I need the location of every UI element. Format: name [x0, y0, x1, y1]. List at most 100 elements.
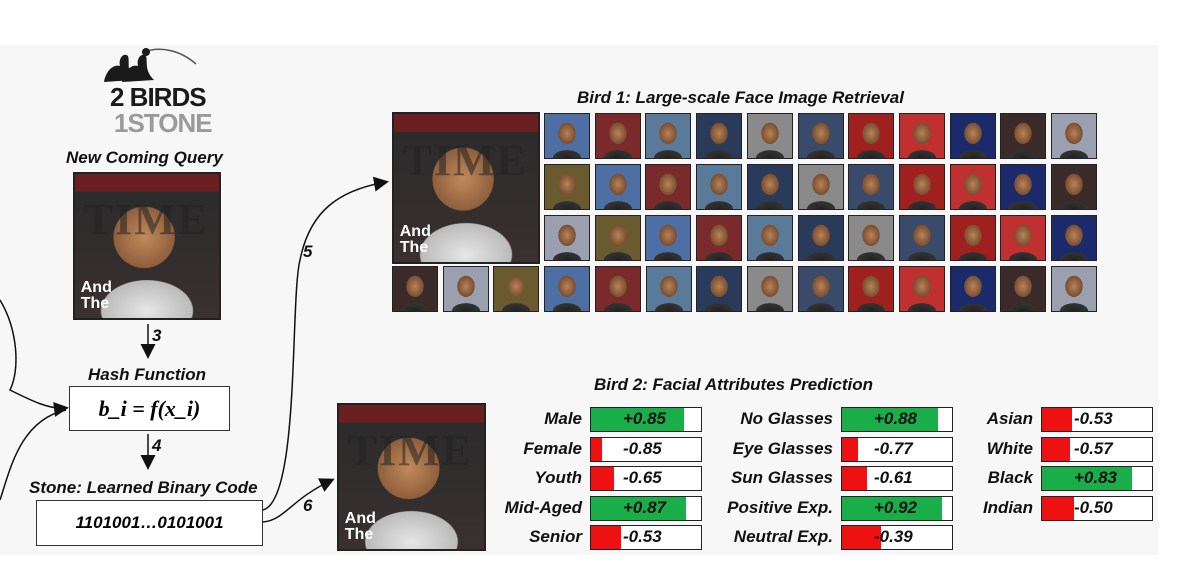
- attribute-score-value: -0.39: [874, 527, 913, 546]
- attribute-score-value: -0.65: [623, 468, 662, 487]
- attribute-score-bar: -0.53: [590, 525, 702, 550]
- attribute-label: Positive Exp.: [727, 497, 833, 517]
- retrieved-face-thumbnail: [594, 164, 641, 210]
- attribute-score-value: -0.77: [874, 438, 913, 458]
- retrieved-face-thumbnail: [949, 113, 996, 159]
- attribute-label: Senior: [529, 527, 582, 546]
- attribute-score-value: -0.53: [1074, 409, 1113, 428]
- retrieved-face-thumbnail: [696, 113, 743, 159]
- attribute-score-value: -0.61: [874, 468, 913, 487]
- attribute-label: Eye Glasses: [732, 438, 833, 458]
- attribute-score-bar: -0.65: [590, 466, 702, 491]
- hash-formula: b_i = f(x_i): [98, 395, 201, 421]
- retrieved-face-thumbnail: [544, 164, 590, 210]
- retrieved-face-thumbnail: [544, 215, 590, 261]
- attribute-score-bar: -0.53: [1041, 407, 1153, 432]
- attribute-score-bar: -0.50: [1041, 495, 1153, 521]
- retrieved-face-thumbnail: [797, 266, 844, 312]
- attribute-score-fill: [591, 467, 614, 490]
- retrieved-face-thumbnail: [696, 164, 743, 210]
- attribute-score-bar: -0.57: [1041, 436, 1153, 462]
- logo-text-birds: 2 BIRDS: [110, 82, 207, 112]
- step-3-label: 3: [152, 326, 162, 345]
- retrieved-face-thumbnail: [899, 266, 945, 312]
- retrieved-face-thumbnail: [645, 266, 692, 312]
- attribute-label: Mid-Aged: [504, 497, 582, 517]
- retrieved-face-thumbnail: [797, 113, 844, 159]
- retrieved-face-thumbnail: [1000, 266, 1047, 312]
- retrieved-face-thumbnail: [1051, 266, 1098, 312]
- binary-code-box: 1101001…0101001: [36, 500, 263, 546]
- query-image: TIME And The: [73, 172, 221, 320]
- retrieved-face-thumbnail: [848, 266, 895, 312]
- attribute-score-bar: -0.61: [841, 466, 953, 491]
- retrieved-face-thumbnail: [493, 266, 540, 312]
- retrieved-face-thumbnail: [696, 215, 743, 261]
- retrieved-face-thumbnail: [898, 113, 945, 159]
- retrieved-face-thumbnail: [746, 215, 793, 261]
- attribute-score-value: -0.57: [1074, 438, 1113, 458]
- attribute-score-bar: +0.83: [1041, 466, 1153, 491]
- retrieved-face-thumbnail: [746, 164, 793, 210]
- step-4-label: 4: [152, 436, 162, 455]
- retrieved-face-thumbnail: [848, 164, 895, 210]
- arrow-input-left-bottom: [0, 409, 67, 501]
- retrieved-face-thumbnail: [898, 215, 945, 261]
- arrow-step-5: [262, 176, 389, 511]
- retrieved-face-thumbnail: [746, 266, 793, 312]
- attribute-score-fill: [1042, 437, 1070, 461]
- bird2-title: Bird 2: Facial Attributes Prediction: [594, 375, 873, 394]
- attribute-score-fill: [842, 437, 858, 461]
- attribute-score-value: -0.85: [623, 438, 662, 458]
- retrieved-face-thumbnail: [949, 215, 996, 261]
- attribute-score-bar: +0.87: [590, 495, 702, 521]
- retrieved-face-thumbnail: [645, 164, 692, 210]
- attribute-score-fill: [1042, 408, 1073, 431]
- step-5-label: 5: [303, 242, 313, 261]
- retrieved-face-thumbnail: [1000, 164, 1047, 210]
- attribute-score-value: +0.88: [874, 409, 918, 428]
- retrieved-face-thumbnail: [544, 113, 590, 159]
- retrieved-face-thumbnail: [1000, 215, 1047, 261]
- attribute-score-fill: [591, 408, 684, 431]
- attribute-score-fill: [591, 496, 686, 520]
- retrieved-face-thumbnail: [848, 113, 895, 159]
- retrieval-query-image: TIME And The: [392, 112, 540, 264]
- two-birds-logo-icon: [104, 48, 197, 82]
- attribute-label: Youth: [534, 468, 582, 487]
- retrieved-face-thumbnail: [898, 164, 945, 210]
- retrieved-face-thumbnail: [848, 215, 895, 261]
- retrieved-face-thumbnail: [1051, 113, 1097, 159]
- retrieved-face-thumbnail: [1051, 215, 1097, 261]
- retrieved-face-thumbnail: [1051, 164, 1097, 210]
- attribute-score-fill: [1042, 496, 1074, 520]
- retrieved-face-thumbnail: [645, 215, 692, 261]
- retrieved-face-thumbnail: [949, 266, 996, 312]
- retrieved-face-thumbnail: [442, 266, 489, 312]
- binary-code: 1101001…0101001: [75, 513, 224, 532]
- hash-function-box: b_i = f(x_i): [69, 386, 230, 431]
- attribute-score-bar: +0.92: [841, 495, 953, 521]
- attribute-score-fill: [842, 496, 943, 520]
- retrieved-face-thumbnail: [797, 215, 844, 261]
- arrow-step-6: [262, 478, 335, 523]
- retrieved-face-thumbnail: [746, 113, 793, 159]
- arrow-input-left-top: [0, 299, 69, 417]
- retrieved-face-thumbnail: [392, 266, 438, 312]
- attribute-score-value: +0.83: [1074, 468, 1118, 487]
- attribute-score-value: +0.92: [874, 497, 918, 517]
- attribute-label: Female: [523, 438, 582, 458]
- attribute-score-bar: +0.85: [590, 407, 702, 432]
- query-label: New Coming Query: [66, 148, 223, 167]
- retrieved-face-thumbnail: [1000, 113, 1047, 159]
- attribute-label: Asian: [986, 409, 1033, 428]
- retrieved-face-thumbnail: [645, 113, 692, 159]
- retrieved-face-thumbnail: [696, 266, 743, 312]
- attribute-score-value: +0.85: [623, 409, 667, 428]
- attribute-score-fill: [591, 526, 622, 549]
- attribute-score-fill: [842, 408, 938, 431]
- retrieved-face-thumbnail: [594, 215, 641, 261]
- attribute-score-fill: [1042, 467, 1133, 490]
- step-6-label: 6: [303, 496, 313, 515]
